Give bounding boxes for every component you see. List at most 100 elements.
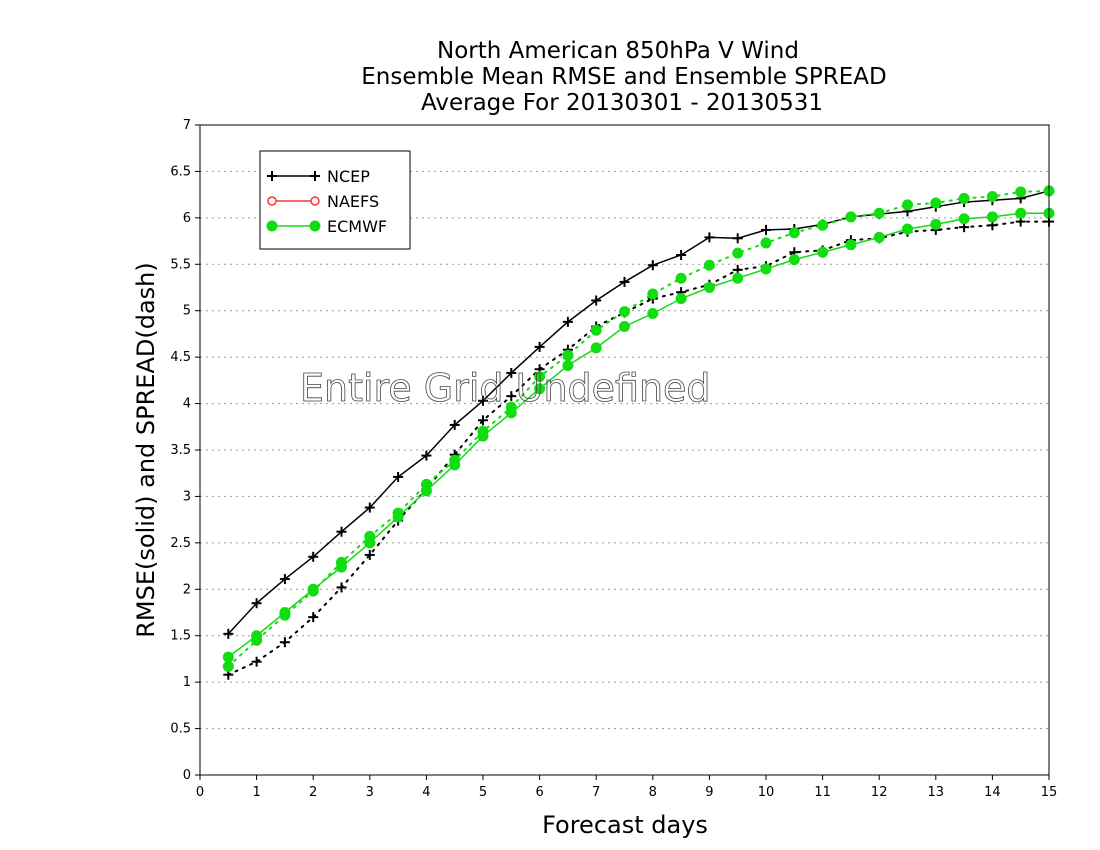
legend-marker xyxy=(267,171,277,181)
y-tick-label: 1.5 xyxy=(170,629,191,644)
ncep-rmse-point xyxy=(478,395,488,406)
ecmwf-spread-point xyxy=(703,259,715,271)
x-tick-label: 0 xyxy=(196,785,204,800)
ecmwf-rmse-point xyxy=(279,607,291,618)
x-tick-label: 1 xyxy=(252,785,260,800)
ecmwf-rmse-point xyxy=(307,583,319,595)
ecmwf-rmse-line xyxy=(227,212,1049,658)
x-tick-label: 10 xyxy=(758,785,775,800)
ecmwf-rmse-point xyxy=(251,630,263,642)
ecmwf-rmse-point xyxy=(364,537,376,549)
ecmwf-rmse-point xyxy=(562,360,574,371)
ecmwf-rmse-point xyxy=(647,308,659,319)
ecmwf-rmse-point xyxy=(675,293,687,305)
legend-marker xyxy=(310,171,320,181)
title-line-1: North American 850hPa V Wind xyxy=(437,38,799,64)
ncep-rmse-point xyxy=(279,574,290,585)
ecmwf-rmse-point xyxy=(760,263,772,275)
legend-marker xyxy=(267,196,277,206)
legend-marker xyxy=(310,196,320,206)
y-tick-label: 5 xyxy=(183,304,191,319)
x-tick-label: 7 xyxy=(592,785,600,800)
y-tick-label: 3 xyxy=(183,489,191,504)
y-tick-label: 2 xyxy=(183,582,191,597)
ecmwf-spread-point xyxy=(534,371,546,383)
ecmwf-rmse-point xyxy=(505,407,517,419)
ecmwf-rmse-point xyxy=(449,459,461,471)
ncep-rmse-point xyxy=(761,224,771,235)
ecmwf-spread-point xyxy=(817,219,829,231)
title-line-3: Average For 20130301 - 20130531 xyxy=(421,90,823,116)
ecmwf-rmse-point xyxy=(788,254,800,266)
x-tick-label: 3 xyxy=(366,785,374,800)
y-tick-label: 7 xyxy=(183,118,191,133)
y-tick-label: 3.5 xyxy=(170,443,191,458)
ecmwf-spread-point xyxy=(732,247,744,259)
ecmwf-rmse-point xyxy=(222,651,234,663)
legend-marker xyxy=(309,220,321,232)
y-axis-label: RMSE(solid) and SPREAD(dash) xyxy=(132,262,160,638)
y-tick-label: 6.5 xyxy=(170,164,191,179)
ecmwf-rmse-point xyxy=(817,246,829,258)
x-axis-label: Forecast days xyxy=(542,811,708,839)
y-tick-label: 4.5 xyxy=(170,350,191,365)
ecmwf-spread-point xyxy=(845,211,857,223)
x-tick-label: 2 xyxy=(309,785,317,800)
ncep-spread-point xyxy=(308,612,319,623)
legend-item-naefs: NAEFS xyxy=(267,192,379,211)
y-tick-label: 0 xyxy=(183,768,191,783)
ncep-rmse-point xyxy=(393,471,404,482)
ecmwf-rmse-point xyxy=(590,342,602,354)
ncep-rmse-point xyxy=(619,276,630,287)
ecmwf-spread-point xyxy=(986,191,998,202)
ecmwf-spread-point xyxy=(675,272,687,284)
x-tick-label: 15 xyxy=(1041,785,1058,800)
ncep-spread-point xyxy=(478,415,488,426)
y-tick-label: 4 xyxy=(183,397,191,412)
ncep-rmse-point xyxy=(251,598,262,609)
ecmwf-spread-point xyxy=(590,324,602,336)
ncep-rmse-point xyxy=(364,502,375,513)
ecmwf-rmse-point xyxy=(958,213,970,225)
legend: NCEP NAEFS ECMWF xyxy=(259,150,411,250)
ecmwf-rmse-point xyxy=(420,485,432,497)
ecmwf-spread-point xyxy=(562,349,574,361)
ncep-rmse-point xyxy=(223,628,234,639)
y-tick-label: 2.5 xyxy=(170,536,191,551)
y-tick-label: 5.5 xyxy=(170,257,191,272)
y-tick-label: 0.5 xyxy=(170,722,191,737)
legend-label: NCEP xyxy=(327,167,370,186)
legend-box xyxy=(259,150,411,250)
ncep-rmse-point xyxy=(336,526,347,537)
title-line-2: Ensemble Mean RMSE and Ensemble SPREAD xyxy=(361,64,886,90)
ncep-rmse-point xyxy=(534,341,545,352)
y-tick-label: 6 xyxy=(183,211,191,226)
ncep-rmse-point xyxy=(506,367,517,378)
gridlines xyxy=(200,170,1049,730)
ecmwf-rmse-point xyxy=(336,561,347,573)
ecmwf-rmse-point xyxy=(873,231,885,243)
ncep-rmse-point xyxy=(591,295,602,306)
ecmwf-spread-point xyxy=(647,288,659,300)
legend-item-ecmwf: ECMWF xyxy=(266,217,387,236)
series-layer xyxy=(222,185,1055,680)
undefined-grid-annotation: Entire Grid Undefined xyxy=(300,366,711,410)
ncep-spread-point xyxy=(506,391,517,402)
ecmwf-rmse-point xyxy=(845,239,857,251)
x-tick-label: 13 xyxy=(928,785,945,800)
ecmwf-spread-point xyxy=(930,197,942,209)
ncep-rmse-point xyxy=(676,250,687,260)
x-tick-label: 12 xyxy=(871,785,888,800)
x-tick-label: 4 xyxy=(422,785,430,800)
axis-ticks: 00.511.522.533.544.555.566.570 1 2 3 4 5 6 7 8 9 1… xyxy=(170,118,1057,800)
ecmwf-spread-point xyxy=(760,237,772,249)
ecmwf-rmse-point xyxy=(534,383,546,395)
x-tick-label: 8 xyxy=(649,785,657,800)
ncep-spread-point xyxy=(279,637,290,648)
legend-marker xyxy=(266,220,278,232)
ecmwf-spread-point xyxy=(788,227,800,239)
legend-label: NAEFS xyxy=(327,192,379,211)
x-tick-label: 11 xyxy=(814,785,831,800)
ecmwf-spread-point xyxy=(222,660,234,672)
